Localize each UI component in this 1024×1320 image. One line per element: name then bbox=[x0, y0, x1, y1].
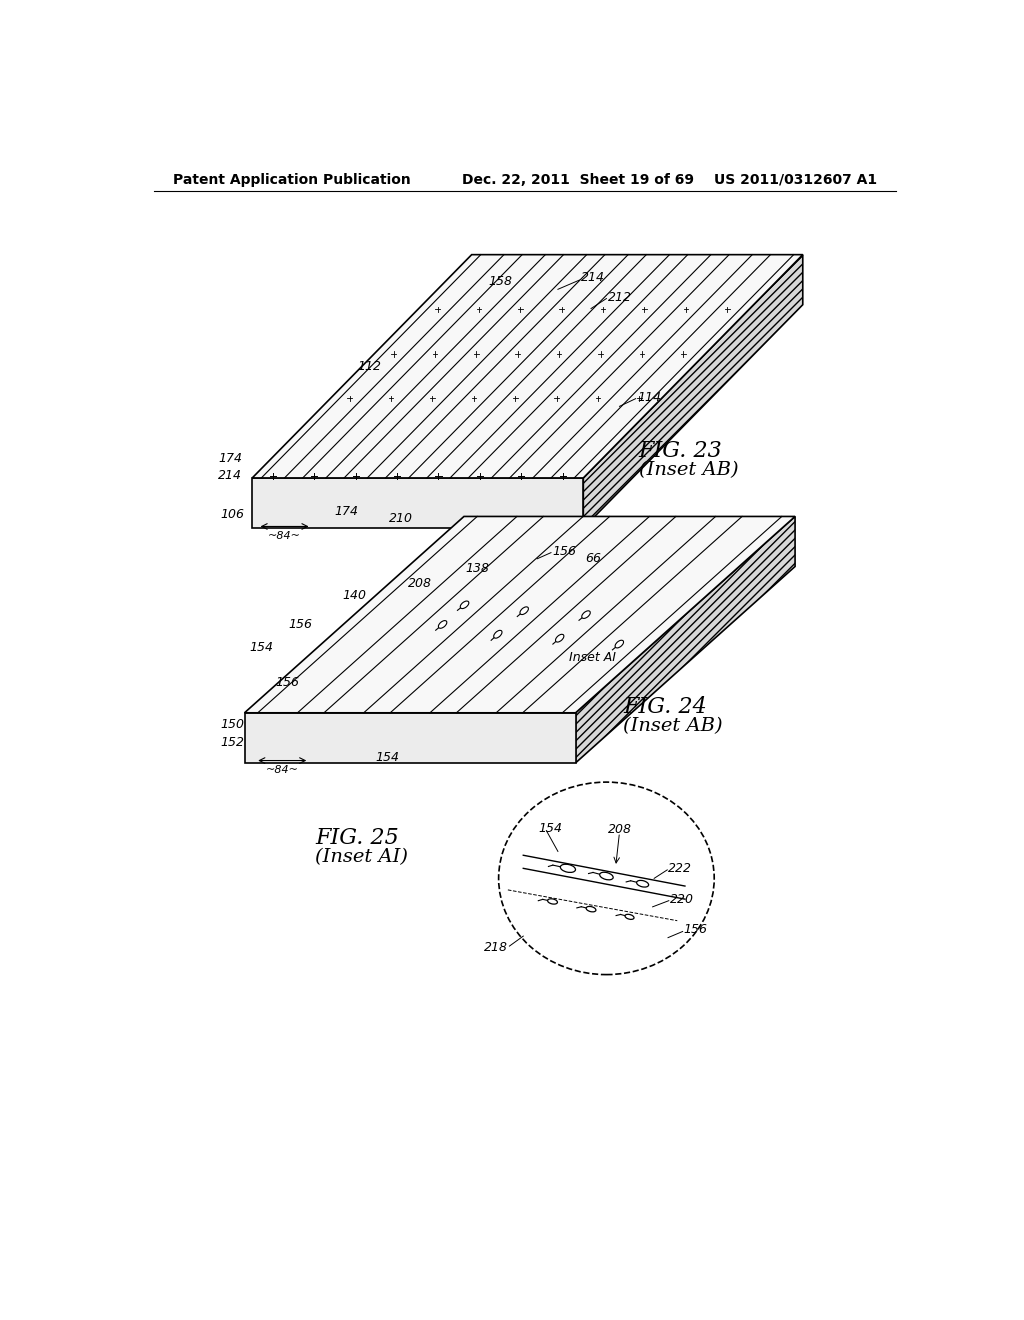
Text: 208: 208 bbox=[608, 824, 632, 837]
Text: Inset AI: Inset AI bbox=[569, 651, 616, 664]
Text: 152: 152 bbox=[220, 735, 245, 748]
Text: 174: 174 bbox=[218, 453, 243, 465]
Text: 140: 140 bbox=[342, 589, 367, 602]
Text: (Inset AI): (Inset AI) bbox=[315, 847, 409, 866]
Text: 112: 112 bbox=[357, 360, 382, 372]
Text: US 2011/0312607 A1: US 2011/0312607 A1 bbox=[715, 173, 878, 187]
Text: Dec. 22, 2011  Sheet 19 of 69: Dec. 22, 2011 Sheet 19 of 69 bbox=[462, 173, 693, 187]
Ellipse shape bbox=[460, 601, 469, 609]
Polygon shape bbox=[575, 516, 795, 763]
Text: ~84~: ~84~ bbox=[266, 766, 299, 775]
Polygon shape bbox=[252, 478, 584, 528]
Text: 154: 154 bbox=[539, 822, 562, 834]
Text: 214: 214 bbox=[581, 271, 605, 284]
Text: 212: 212 bbox=[608, 290, 632, 304]
Text: 154: 154 bbox=[249, 640, 273, 653]
Text: 210: 210 bbox=[388, 512, 413, 525]
Text: ~84~: ~84~ bbox=[268, 531, 301, 541]
Text: Patent Application Publication: Patent Application Publication bbox=[173, 173, 411, 187]
Text: 156: 156 bbox=[553, 545, 577, 557]
Text: 218: 218 bbox=[484, 941, 508, 954]
Text: FIG. 24: FIG. 24 bbox=[624, 696, 708, 718]
Ellipse shape bbox=[494, 631, 502, 638]
Text: 158: 158 bbox=[488, 275, 513, 288]
Polygon shape bbox=[584, 255, 803, 528]
Text: (Inset AB): (Inset AB) bbox=[624, 717, 723, 735]
Text: 222: 222 bbox=[668, 862, 692, 875]
Ellipse shape bbox=[438, 620, 446, 628]
Polygon shape bbox=[245, 516, 795, 713]
Text: (Inset AB): (Inset AB) bbox=[639, 461, 738, 479]
Text: 114: 114 bbox=[637, 391, 662, 404]
Ellipse shape bbox=[600, 873, 613, 880]
Ellipse shape bbox=[560, 865, 575, 873]
Text: 214: 214 bbox=[218, 469, 243, 482]
Text: 220: 220 bbox=[670, 892, 693, 906]
Ellipse shape bbox=[625, 915, 634, 920]
Text: 150: 150 bbox=[220, 718, 245, 731]
Ellipse shape bbox=[582, 611, 590, 619]
Ellipse shape bbox=[615, 640, 624, 648]
Ellipse shape bbox=[520, 607, 528, 615]
Ellipse shape bbox=[637, 880, 648, 887]
Text: 156: 156 bbox=[275, 676, 299, 689]
Text: 66: 66 bbox=[585, 552, 601, 565]
Ellipse shape bbox=[555, 635, 564, 642]
Text: FIG. 25: FIG. 25 bbox=[315, 826, 399, 849]
Ellipse shape bbox=[548, 899, 557, 904]
Polygon shape bbox=[252, 255, 803, 478]
Text: 208: 208 bbox=[408, 577, 432, 590]
Polygon shape bbox=[245, 713, 575, 763]
Ellipse shape bbox=[586, 907, 596, 912]
Text: 138: 138 bbox=[466, 561, 489, 574]
Text: 156: 156 bbox=[683, 924, 708, 936]
Text: 156: 156 bbox=[289, 618, 312, 631]
Text: 174: 174 bbox=[335, 504, 358, 517]
Text: 106: 106 bbox=[220, 508, 245, 520]
Text: FIG. 23: FIG. 23 bbox=[639, 440, 723, 462]
Text: 154: 154 bbox=[376, 751, 399, 764]
